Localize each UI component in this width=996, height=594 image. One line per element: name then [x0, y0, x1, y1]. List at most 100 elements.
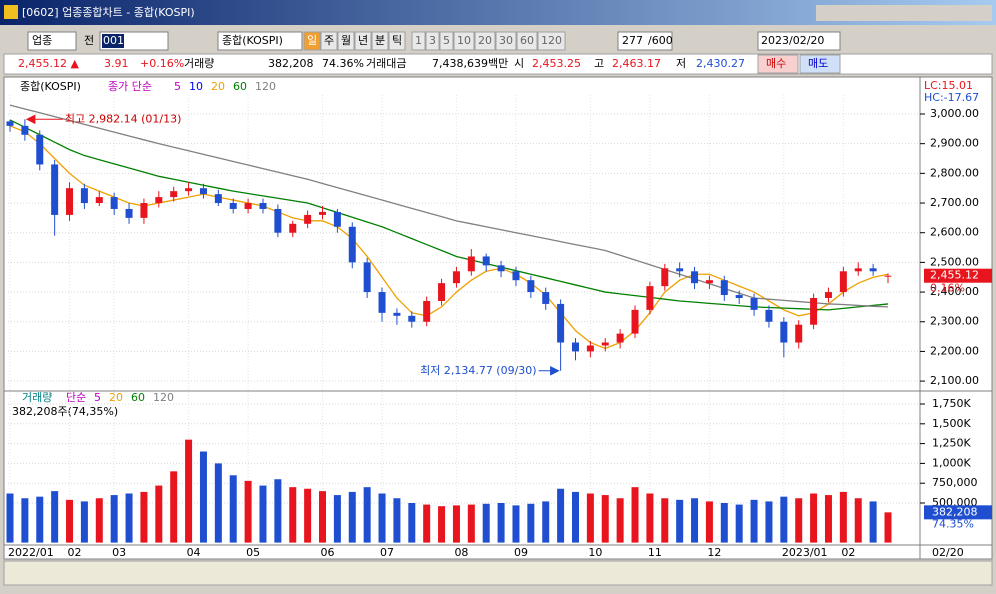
candle-body — [795, 324, 803, 343]
period: 일 — [307, 33, 317, 47]
app-icon — [4, 5, 18, 19]
candle-body — [36, 134, 44, 165]
candle-body — [6, 121, 14, 126]
volume-bar — [571, 491, 579, 543]
x-tick-label: 08 — [454, 546, 468, 559]
candle-body — [497, 265, 505, 272]
buy: 매수 — [766, 57, 786, 70]
volume-bar — [467, 504, 475, 543]
legend-entry: 20 — [211, 80, 225, 93]
volume-bar — [586, 493, 594, 543]
lc: LC:15.01 — [924, 79, 973, 92]
volume-bar — [750, 499, 758, 543]
sell-button[interactable] — [799, 54, 841, 74]
period-button[interactable] — [388, 31, 406, 51]
name-box — [217, 31, 303, 51]
y-tick-label: 2,500.00 — [930, 255, 979, 268]
period-button[interactable] — [354, 31, 372, 51]
interval-button[interactable] — [537, 31, 566, 51]
candle-body — [199, 188, 207, 195]
volume-bar — [229, 475, 237, 543]
volume-bar — [66, 499, 74, 543]
candle-body — [616, 333, 624, 343]
period-button[interactable] — [337, 31, 355, 51]
period-button[interactable] — [320, 31, 338, 51]
interval: 60 — [520, 34, 534, 47]
y-tick-label: 2,200.00 — [930, 344, 979, 357]
interval-button[interactable] — [439, 31, 454, 51]
current-price-box — [924, 268, 992, 283]
interval-button[interactable] — [495, 31, 517, 51]
interval-button[interactable] — [425, 31, 440, 51]
candle-body — [854, 268, 862, 272]
title-tools[interactable] — [816, 5, 956, 21]
volume-bar — [51, 491, 59, 543]
volume-bar — [765, 501, 773, 543]
y-tick-label: 2,600.00 — [930, 226, 979, 239]
buy-button[interactable] — [757, 54, 799, 74]
period-buttons[interactable]: 일 주 월 년 분 틱 1 3 5 10 20 30 60 120 — [303, 31, 566, 51]
all-button[interactable]: 전 — [84, 34, 94, 47]
interval-button[interactable] — [411, 31, 426, 51]
amount-label: 거래대금 — [366, 57, 406, 70]
count-box[interactable] — [617, 31, 673, 51]
period: 틱 — [392, 34, 402, 47]
candle-body — [319, 211, 327, 215]
y-tick-label: 2,300.00 — [930, 315, 979, 328]
current-volume-box — [924, 505, 992, 520]
open: 2,453.25 — [532, 57, 581, 70]
candle-body — [631, 309, 639, 334]
legend-entry: 5 — [174, 80, 181, 93]
interval-button[interactable] — [516, 31, 538, 51]
candle-body — [408, 315, 416, 322]
period-button[interactable] — [371, 31, 389, 51]
scroll-bar[interactable] — [3, 560, 993, 586]
candle-body — [393, 312, 401, 316]
candle-body — [691, 271, 699, 284]
volume-tick-label: 750,000 — [932, 476, 978, 489]
period: 분 — [375, 34, 385, 47]
volume-bar — [452, 505, 460, 543]
low: 2,430.27 — [696, 57, 745, 70]
change: 3.91 — [104, 57, 129, 70]
volume-bar — [810, 493, 818, 543]
window-controls[interactable] — [940, 5, 992, 21]
x-tick-label: 10 — [588, 546, 602, 559]
volume-bar — [319, 491, 327, 543]
candle-body — [423, 300, 431, 322]
candle-body — [750, 297, 758, 310]
amount: 7,438,639백만 — [432, 57, 508, 70]
volume-bar — [289, 487, 297, 543]
period-button[interactable] — [303, 31, 321, 51]
interval-button[interactable] — [474, 31, 496, 51]
market-select[interactable] — [27, 31, 77, 51]
volume-bar — [423, 504, 431, 543]
legend-entry: 120 — [255, 80, 276, 93]
candle-body — [824, 292, 832, 298]
max-arrow — [25, 114, 63, 125]
volume-bar — [527, 503, 535, 543]
candle-body — [571, 342, 579, 352]
candle-body — [839, 271, 847, 293]
min-note: 최저 2,134.77 (09/30) — [420, 364, 537, 377]
volume-tick-label: 1,750K — [932, 397, 971, 410]
candle-body — [676, 268, 684, 272]
candle-body — [304, 214, 312, 224]
volume-bar — [36, 496, 44, 543]
candle-body — [527, 280, 535, 293]
date-box[interactable] — [757, 31, 841, 51]
volume-bar — [869, 501, 877, 543]
volume-label: 거래량 — [184, 57, 214, 70]
interval-button[interactable] — [453, 31, 475, 51]
interval: 3 — [429, 34, 436, 47]
candle-body — [780, 321, 788, 343]
volume-bar — [884, 512, 892, 543]
window-buttons[interactable] — [816, 5, 992, 21]
volume-tick-label: 1,250K — [932, 437, 971, 450]
interval: 10 — [457, 34, 471, 47]
quote-bar — [3, 53, 993, 75]
volume: 382,208 — [268, 57, 314, 70]
candle-body — [333, 211, 341, 227]
min-arrow — [538, 365, 560, 376]
volume-rate: 74.36% — [322, 57, 364, 70]
